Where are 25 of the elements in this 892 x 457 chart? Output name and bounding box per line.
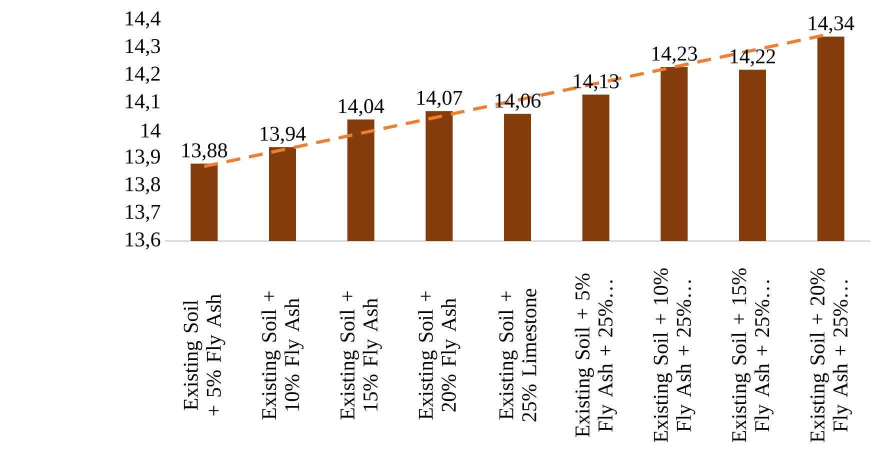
y-tick-label: 13,6 (126, 232, 160, 250)
x-tick-label: Existing Soil + 20% Fly Ash + 25%… (810, 268, 852, 442)
y-tick-label: 14 (142, 124, 160, 138)
x-tick-label: Existing Soil + 20% Fly Ash (418, 291, 460, 420)
x-tick-label: Existing Soil + 15% Fly Ash + 25%… (731, 268, 774, 442)
y-tick-label: 14,3 (126, 39, 160, 56)
x-tick-label: Existing Soil + 25% Limestone (498, 288, 536, 422)
y-tick-label: 14,2 (126, 66, 160, 84)
data-label: 14,22 (730, 49, 775, 67)
y-tick-label: 14,1 (126, 94, 160, 112)
y-tick-label: 14,4 (126, 11, 160, 29)
x-tick-label: Existing Soil + 5% Fly Ash + 25%… (574, 274, 617, 437)
data-label: 14,04 (339, 99, 384, 116)
y-tick-label: 13,7 (126, 204, 160, 222)
data-label: 14,23 (652, 46, 697, 64)
x-tick-label: Existing Soil + 5% Fly Ash (183, 294, 226, 416)
data-label: 14,34 (809, 16, 854, 34)
x-tick-label: Existing Soil + 10% Fly Ash + 25%… (653, 268, 696, 442)
y-tick-label: 13,9 (126, 150, 160, 167)
data-label: 13,88 (182, 143, 227, 160)
data-label: 13,94 (260, 126, 306, 144)
x-tick-label: Existing Soil + 10% Fly Ash (261, 291, 304, 420)
y-tick-label: 13,8 (126, 177, 160, 194)
x-tick-label: Existing Soil + 15% Fly Ash (340, 291, 382, 420)
data-label: 14,07 (417, 90, 462, 108)
